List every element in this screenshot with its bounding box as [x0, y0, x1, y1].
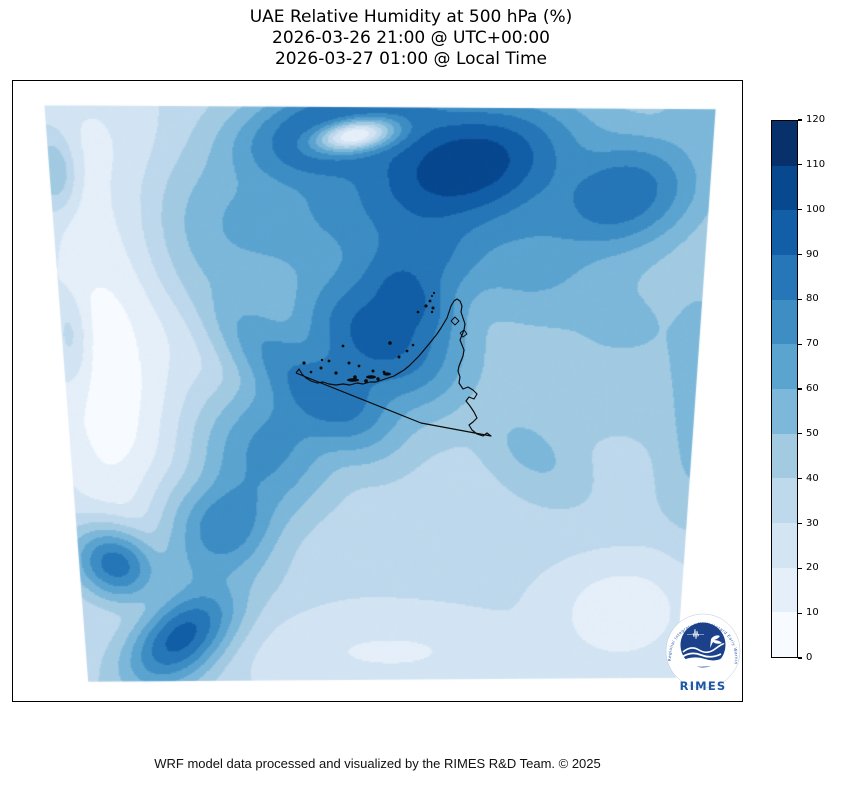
rimes-logo-art: [681, 628, 725, 667]
chart-subtitle-local: 2026-03-27 01:00 @ Local Time: [274, 49, 548, 69]
colorbar-tick-mark: [798, 298, 802, 300]
chart-title-block: UAE Relative Humidity at 500 hPa (%) 202…: [0, 7, 822, 70]
colorbar-band: [772, 121, 797, 166]
colorbar-tick-mark: [798, 119, 802, 121]
colorbar-tick-label: 90: [806, 248, 819, 260]
colorbar-tick-label: 40: [806, 472, 819, 484]
humidity-contour-map: [13, 81, 742, 701]
map-frame: Regional Integrated Multi-Hazard Early W…: [12, 80, 743, 702]
colorbar-band: [772, 478, 797, 524]
colorbar-tick-mark: [798, 657, 802, 659]
colorbar-tick-mark: [798, 567, 802, 569]
colorbar-tick-label: 10: [806, 607, 819, 619]
colorbar-band: [772, 389, 797, 434]
colorbar-tick-mark: [798, 388, 802, 390]
colorbar-band: [772, 210, 797, 256]
chart-title: UAE Relative Humidity at 500 hPa (%): [249, 7, 573, 27]
colorbar-tick-mark: [798, 164, 802, 166]
rimes-logo: Regional Integrated Multi-Hazard Early W…: [655, 603, 741, 693]
colorbar-tick-label: 120: [806, 114, 826, 125]
colorbar-tick-label: 60: [806, 383, 819, 394]
colorbar-tick-mark: [798, 343, 802, 345]
colorbar-band: [772, 165, 797, 211]
colorbar-tick-mark: [798, 433, 802, 435]
rimes-logo-wordmark: RIMES: [680, 679, 727, 693]
footer-caption: WRF model data processed and visualized …: [154, 756, 601, 771]
colorbar-band: [772, 433, 797, 479]
colorbar-tick-label: 50: [806, 427, 819, 439]
colorbar-tick-label: 100: [806, 203, 826, 215]
colorbar-band: [772, 255, 797, 300]
colorbar-tick-mark: [798, 209, 802, 211]
colorbar-band: [772, 567, 797, 613]
colorbar-tick-label: 30: [806, 517, 819, 529]
colorbar-tick-mark: [798, 612, 802, 614]
colorbar-tick-mark: [798, 478, 802, 480]
colorbar-tick-label: 20: [806, 562, 819, 574]
colorbar-band: [772, 344, 797, 390]
chart-subtitle-utc: 2026-03-26 21:00 @ UTC+00:00: [272, 28, 550, 48]
colorbar-tick-label: 70: [806, 338, 819, 350]
colorbar-tick-label: 0: [806, 652, 813, 663]
colorbar-tick-label: 110: [806, 158, 826, 170]
colorbar-tick-mark: [798, 522, 802, 525]
colorbar-band: [772, 523, 797, 568]
colorbar: [771, 120, 798, 658]
colorbar-tick-label: 80: [806, 293, 819, 305]
colorbar-tick-mark: [798, 253, 802, 256]
colorbar-band: [772, 299, 797, 345]
colorbar-band: [772, 612, 797, 658]
